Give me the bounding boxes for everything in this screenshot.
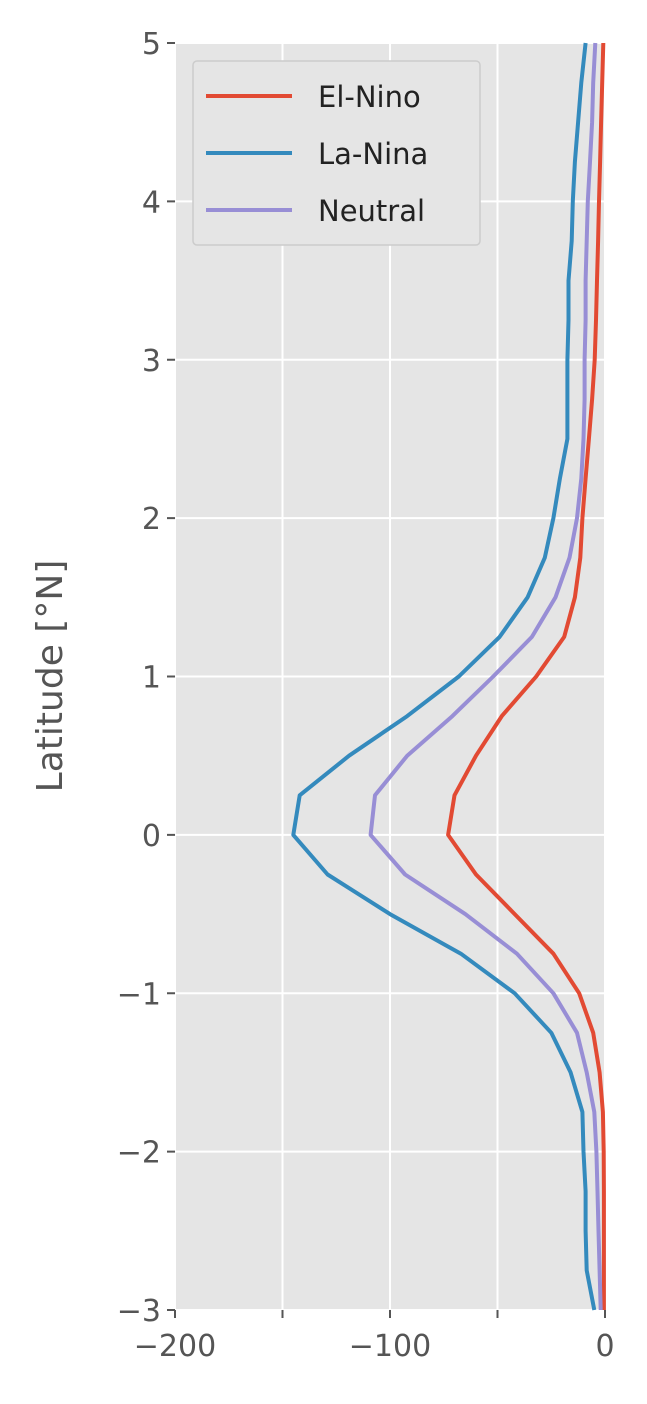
legend-box bbox=[192, 60, 481, 246]
y-tick-label: 4 bbox=[142, 185, 161, 220]
y-tick-label: −1 bbox=[117, 977, 161, 1012]
y-tick-label: −3 bbox=[117, 1294, 161, 1329]
y-axis-title: Latitude [°N] bbox=[30, 560, 71, 793]
series-line-la-nina bbox=[291, 42, 597, 1311]
x-tick-label: −100 bbox=[349, 1329, 431, 1364]
series-line-neutral bbox=[368, 42, 603, 1311]
legend-label-la-nina: La-Nina bbox=[318, 137, 428, 171]
y-tick-label: 3 bbox=[142, 344, 161, 379]
y-tick-labels: −3 −2 −1 0 1 2 3 4 5 bbox=[117, 27, 161, 1329]
x-tick-labels: −200 −100 0 bbox=[134, 1329, 615, 1364]
axis-ticks bbox=[167, 42, 606, 1318]
x-tick-label: 0 bbox=[595, 1329, 614, 1364]
legend-label-el-nino: El-Nino bbox=[318, 80, 421, 114]
legend-label-neutral: Neutral bbox=[318, 194, 425, 228]
y-tick-label: 5 bbox=[142, 27, 161, 62]
x-tick-label: −200 bbox=[134, 1329, 216, 1364]
y-tick-label: 0 bbox=[142, 819, 161, 854]
series-line-el-nino bbox=[446, 42, 606, 1310]
y-tick-label: 2 bbox=[142, 502, 161, 537]
y-tick-label: 1 bbox=[142, 661, 161, 696]
legend: El-Nino La-Nina Neutral bbox=[192, 60, 481, 246]
y-tick-label: −2 bbox=[117, 1136, 161, 1171]
series-lines bbox=[291, 42, 606, 1311]
